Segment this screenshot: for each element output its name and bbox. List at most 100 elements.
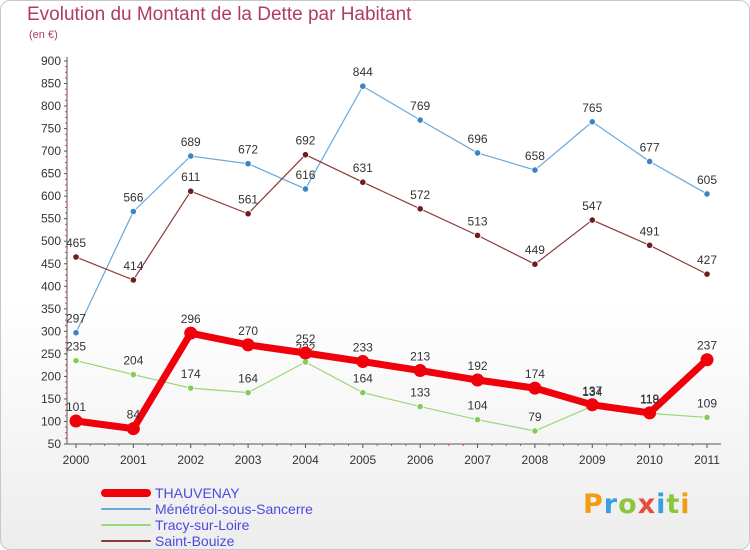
data-point	[703, 413, 711, 422]
data-point	[359, 178, 367, 186]
data-point	[129, 371, 137, 379]
data-label: 104	[468, 399, 488, 413]
legend-item: THAUVENAY	[101, 485, 313, 501]
y-tick-label: 500	[41, 234, 61, 248]
legend-item: Saint-Bouize	[101, 533, 313, 549]
series-line	[72, 329, 711, 433]
x-tick-label: 2009	[579, 453, 606, 467]
data-label: 297	[66, 312, 86, 326]
x-tick-label: 2000	[63, 453, 90, 467]
data-label: 237	[697, 339, 717, 353]
y-tick-label: 750	[41, 122, 61, 136]
series-group: 101 84 296 270 252 233 213 192 174 137 119 237	[66, 312, 717, 436]
data-point	[646, 241, 654, 249]
data-label: 616	[295, 168, 315, 182]
y-tick-label: 850	[41, 77, 61, 91]
legend-label: Tracy-sur-Loire	[155, 517, 250, 533]
data-label: 118	[640, 392, 659, 406]
data-label: 137	[582, 384, 602, 398]
data-label: 164	[353, 372, 373, 386]
x-tick-label: 2004	[292, 453, 319, 467]
series-group: 23520417416423216413310479134118109	[66, 340, 717, 435]
data-point	[588, 118, 596, 126]
data-point	[244, 160, 252, 168]
y-tick-label: 450	[41, 257, 61, 271]
data-label: 119	[640, 392, 659, 406]
series-group: 465 414 611 561 692 631 572 513 449 547 491 427	[66, 134, 717, 284]
logo-letter: i	[680, 489, 691, 520]
data-label: 233	[353, 341, 373, 355]
legend-swatch	[101, 540, 151, 542]
legend-item: Tracy-sur-Loire	[101, 517, 313, 533]
data-point	[184, 326, 198, 340]
chart-legend: THAUVENAY Ménétréol-sous-Sancerre Tracy-su…	[101, 485, 313, 549]
data-point	[703, 270, 711, 278]
data-label: 204	[123, 354, 143, 368]
data-point	[72, 357, 80, 365]
data-label: 689	[181, 135, 201, 149]
data-point	[301, 358, 310, 366]
data-point	[359, 82, 367, 90]
data-label: 84	[127, 408, 141, 422]
data-label: 174	[525, 367, 545, 381]
y-tick-label: 600	[41, 189, 61, 203]
data-point	[356, 355, 370, 369]
data-label: 547	[582, 199, 602, 213]
data-point	[69, 414, 83, 428]
data-point	[473, 416, 482, 424]
data-label: 252	[295, 332, 315, 346]
x-tick-label: 2010	[636, 453, 663, 467]
data-point	[585, 398, 599, 412]
data-point	[72, 253, 80, 261]
data-point	[471, 373, 485, 387]
proxiti-logo: Proxiti	[583, 489, 691, 520]
data-label: 296	[181, 312, 201, 326]
data-point	[413, 364, 427, 378]
data-point	[187, 152, 195, 160]
data-label: 611	[181, 170, 200, 184]
data-label: 769	[410, 99, 430, 113]
logo-letter: i	[656, 489, 667, 520]
data-label: 513	[468, 214, 488, 228]
y-tick-label: 150	[41, 392, 61, 406]
data-point	[241, 338, 255, 352]
data-point	[531, 260, 539, 268]
data-point	[301, 151, 310, 159]
data-label: 109	[697, 396, 717, 410]
x-tick-label: 2011	[694, 453, 720, 467]
legend-swatch	[101, 524, 151, 526]
legend-swatch	[101, 489, 151, 497]
data-label: 605	[697, 173, 717, 187]
y-tick-label: 800	[41, 99, 61, 113]
data-point	[187, 187, 195, 195]
data-point	[531, 427, 539, 435]
data-point	[416, 403, 424, 411]
data-label: 844	[353, 65, 373, 79]
data-label: 449	[525, 243, 545, 257]
series-group: 297 566 689 672 616 844 769 696 658 765 677 605	[66, 65, 717, 337]
data-point	[703, 190, 711, 198]
y-tick-label: 900	[41, 54, 61, 68]
data-label: 465	[66, 236, 86, 250]
legend-label: Ménétréol-sous-Sancerre	[155, 501, 313, 517]
data-point	[129, 276, 137, 284]
data-point	[588, 216, 596, 224]
y-tick-label: 400	[41, 279, 61, 293]
y-tick-label: 100	[41, 414, 61, 428]
data-point	[126, 422, 140, 436]
data-point	[244, 389, 252, 397]
data-point	[473, 149, 482, 157]
chart-series: 2975666896726168447696966587656776054654…	[66, 65, 717, 436]
logo-letter: t	[666, 489, 681, 520]
y-tick-label: 250	[41, 347, 61, 361]
data-label: 133	[410, 386, 430, 400]
y-tick-label: 350	[41, 302, 61, 316]
series-line	[75, 154, 708, 281]
data-label: 174	[181, 367, 201, 381]
data-label: 164	[238, 372, 258, 386]
data-point	[416, 116, 424, 124]
x-tick-label: 2001	[120, 453, 147, 467]
data-point	[129, 207, 137, 216]
data-point	[473, 231, 482, 239]
chart-title: Evolution du Montant de la Dette par Hab…	[27, 4, 412, 25]
